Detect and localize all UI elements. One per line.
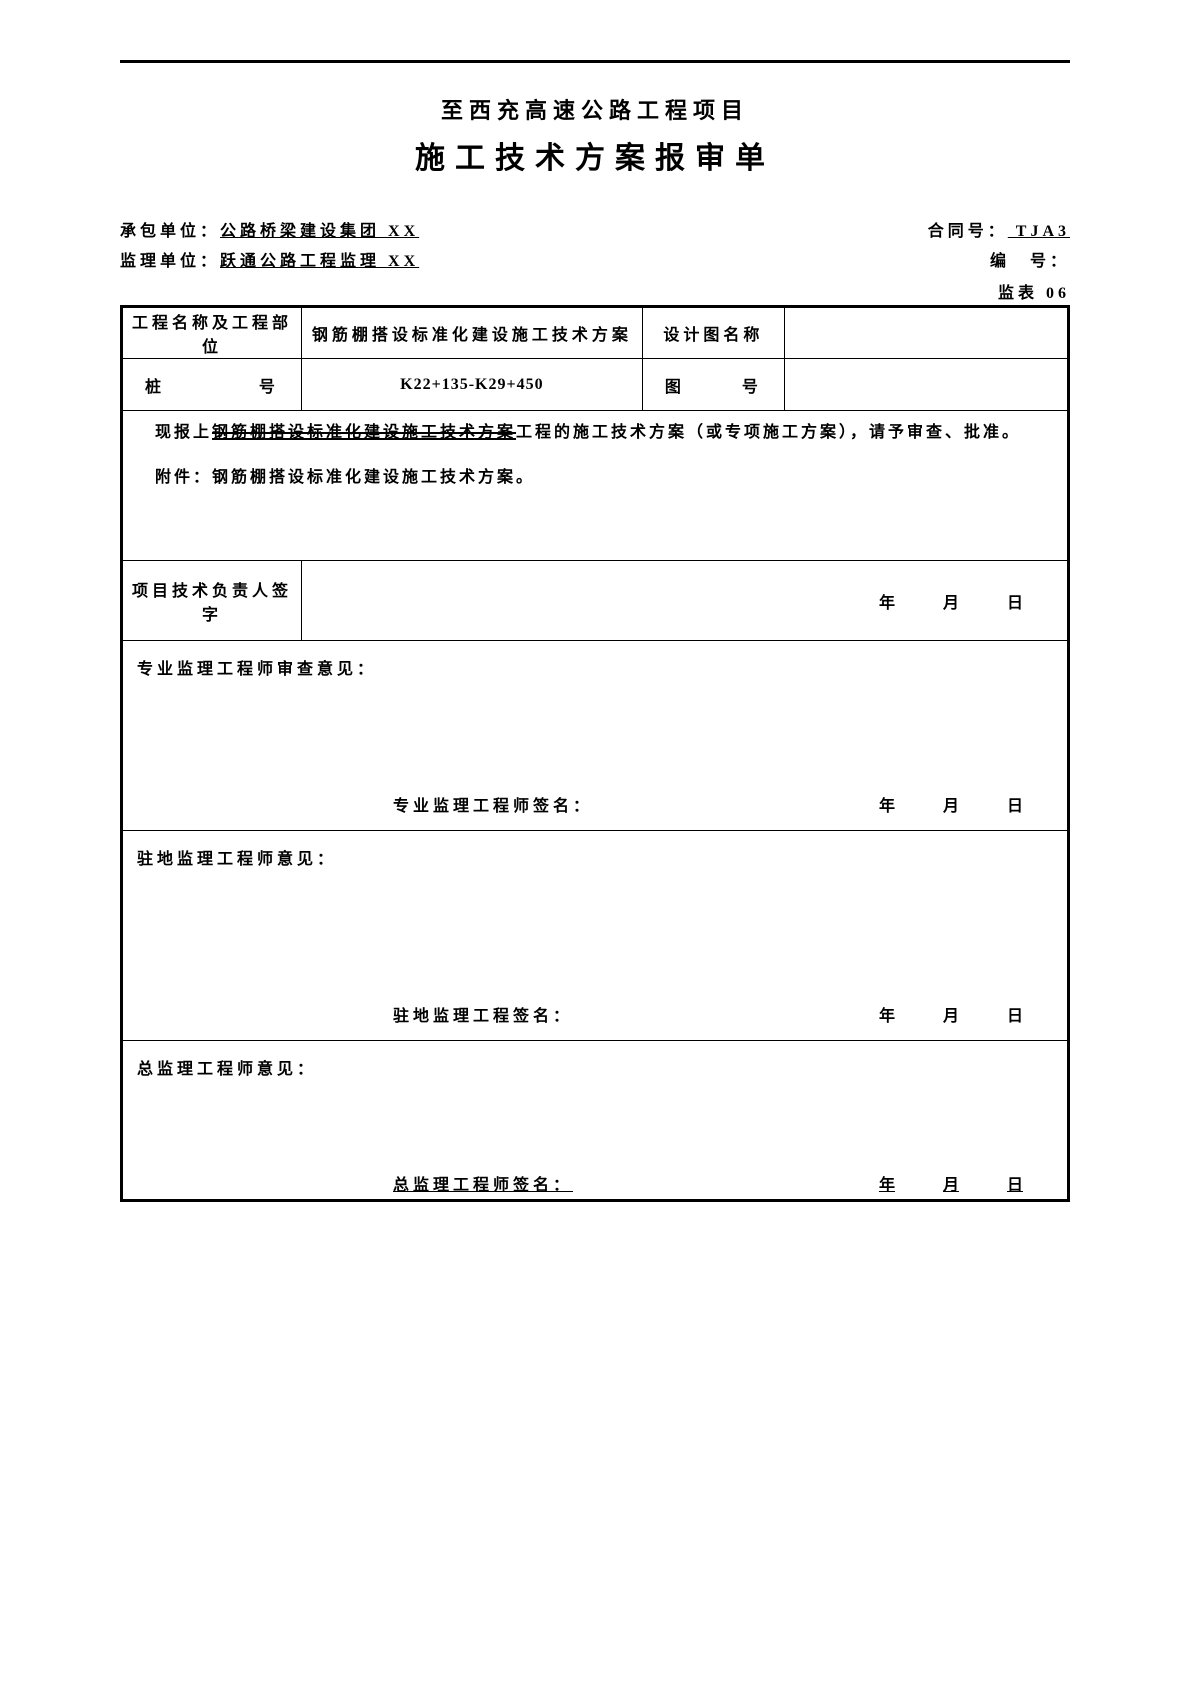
opinion-2-title: 驻地监理工程师意见： [123,831,1067,869]
contract-no-value: TJA3 [1008,223,1070,240]
top-rule [120,60,1070,63]
body-cell: 现报上钢筋棚搭设标准化建设施工技术方案工程的施工技术方案（或专项施工方案），请予… [122,411,1069,561]
serial-label: 编 号： [990,253,1070,270]
r2c4 [784,359,1068,411]
supervisor-value: 跃通公路工程监理 XX [220,253,419,270]
opinion-1-sig-label: 专业监理工程师签名： [393,792,593,816]
opinion-3-date: 年月日 [855,1171,1047,1195]
opinion-2-sig-label: 驻地监理工程签名： [393,1002,573,1026]
r1c3: 设计图名称 [642,307,784,359]
row-1: 工程名称及工程部位 钢筋棚搭设标准化建设施工技术方案 设计图名称 [122,307,1069,359]
body-row: 现报上钢筋棚搭设标准化建设施工技术方案工程的施工技术方案（或专项施工方案），请予… [122,411,1069,561]
r2c2: K22+135-K29+450 [301,359,642,411]
opinion-3: 总监理工程师意见： 总监理工程师签名： 年月日 [122,1041,1069,1201]
serial: 编 号： [990,247,1070,271]
sig-row: 项目技术负责人签字 年月日 [122,561,1069,641]
meta-row-2: 监理单位：跃通公路工程监理 XX 编 号： [120,247,1070,271]
supervisor-label: 监理单位： [120,253,220,270]
page-container: 至西充高速公路工程项目 施工技术方案报审单 承包单位：公路桥梁建设集团 XX 合… [0,0,1190,1202]
opinion-2-row: 驻地监理工程师意见： 驻地监理工程签名： 年月日 [122,831,1069,1041]
opinion-1-row: 专业监理工程师审查意见： 专业监理工程师签名： 年月日 [122,641,1069,831]
sig-area: 年月日 [301,561,1068,641]
meta-row-1: 承包单位：公路桥梁建设集团 XX 合同号： TJA3 [120,217,1070,241]
opinion-2-sig: 驻地监理工程签名： 年月日 [123,1002,1067,1026]
opinion-3-row: 总监理工程师意见： 总监理工程师签名： 年月日 [122,1041,1069,1201]
header: 至西充高速公路工程项目 施工技术方案报审单 [120,93,1070,177]
body-strike: 钢筋棚搭设标准化建设施工技术方案 [212,424,516,441]
r2c1: 桩号 [122,359,302,411]
body-para-1: 现报上钢筋棚搭设标准化建设施工技术方案工程的施工技术方案（或专项施工方案），请予… [123,411,1067,456]
r1c1: 工程名称及工程部位 [122,307,302,359]
project-line: 至西充高速公路工程项目 [120,93,1070,125]
opinion-3-sig: 总监理工程师签名： 年月日 [123,1171,1067,1195]
r1c4 [784,307,1068,359]
form-number: 监表 06 [120,279,1070,303]
supervisor: 监理单位：跃通公路工程监理 XX [120,247,419,271]
opinion-3-sig-label: 总监理工程师签名： [393,1171,573,1195]
contractor: 承包单位：公路桥梁建设集团 XX [120,217,419,241]
opinion-1-title: 专业监理工程师审查意见： [123,641,1067,679]
opinion-1-date: 年月日 [855,792,1047,816]
contractor-label: 承包单位： [120,223,220,240]
contract-no: 合同号： TJA3 [928,217,1070,241]
body-para-2: 附件：钢筋棚搭设标准化建设施工技术方案。 [123,456,1067,501]
opinion-3-title: 总监理工程师意见： [123,1041,1067,1079]
opinion-1: 专业监理工程师审查意见： 专业监理工程师签名： 年月日 [122,641,1069,831]
opinion-2-date: 年月日 [855,1002,1047,1026]
form-title: 施工技术方案报审单 [120,133,1070,177]
contractor-value: 公路桥梁建设集团 XX [220,223,419,240]
r2c3: 图号 [642,359,784,411]
opinion-1-sig: 专业监理工程师签名： 年月日 [123,792,1067,816]
sig-date: 年月日 [855,589,1047,613]
contract-no-label: 合同号： [928,223,1008,240]
sig-label: 项目技术负责人签字 [122,561,302,641]
opinion-2: 驻地监理工程师意见： 驻地监理工程签名： 年月日 [122,831,1069,1041]
r1c2: 钢筋棚搭设标准化建设施工技术方案 [301,307,642,359]
form-table: 工程名称及工程部位 钢筋棚搭设标准化建设施工技术方案 设计图名称 桩号 K22+… [120,305,1070,1202]
row-2: 桩号 K22+135-K29+450 图号 [122,359,1069,411]
